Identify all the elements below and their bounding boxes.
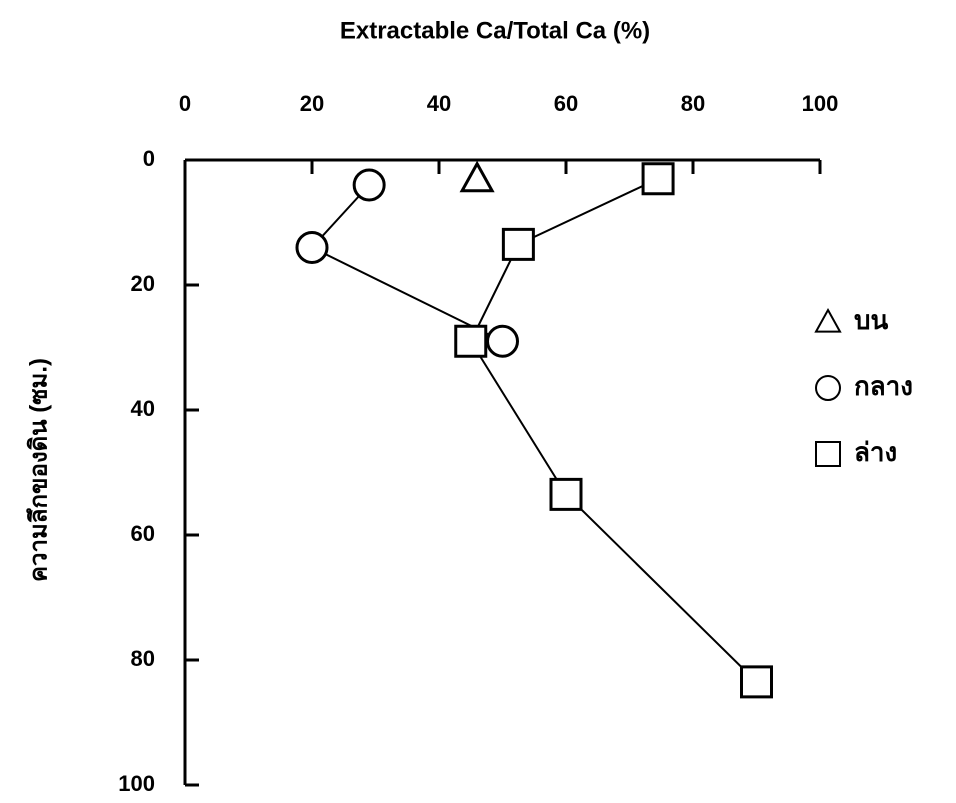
point <box>643 164 673 194</box>
point <box>462 164 492 191</box>
x-tick-label: 40 <box>427 91 451 116</box>
legend-marker <box>816 442 840 466</box>
legend-label: บน <box>854 305 889 335</box>
series-line <box>312 185 503 341</box>
y-tick-label: 0 <box>143 146 155 171</box>
y-tick-label: 40 <box>131 396 155 421</box>
y-tick-label: 80 <box>131 646 155 671</box>
y-tick-label: 60 <box>131 521 155 546</box>
point <box>742 667 772 697</box>
point <box>503 229 533 259</box>
point <box>488 326 518 356</box>
chart: Extractable Ca/Total Ca (%) ความลึกของดิ… <box>0 0 956 803</box>
x-tick-label: 0 <box>179 91 191 116</box>
chart-title: Extractable Ca/Total Ca (%) <box>340 17 650 44</box>
point <box>297 233 327 263</box>
legend-label: ล่าง <box>854 437 897 467</box>
y-axis-label: ความลึกของดิน (ซม.) <box>25 358 52 582</box>
x-tick-label: 20 <box>300 91 324 116</box>
point <box>456 326 486 356</box>
x-tick-label: 100 <box>802 91 839 116</box>
y-tick-label: 100 <box>118 771 155 796</box>
legend-label: กลาง <box>854 371 913 401</box>
point <box>354 170 384 200</box>
point <box>551 479 581 509</box>
y-tick-label: 20 <box>131 271 155 296</box>
legend-marker <box>816 376 840 400</box>
x-tick-label: 80 <box>681 91 705 116</box>
legend-marker <box>816 310 840 332</box>
x-tick-label: 60 <box>554 91 578 116</box>
